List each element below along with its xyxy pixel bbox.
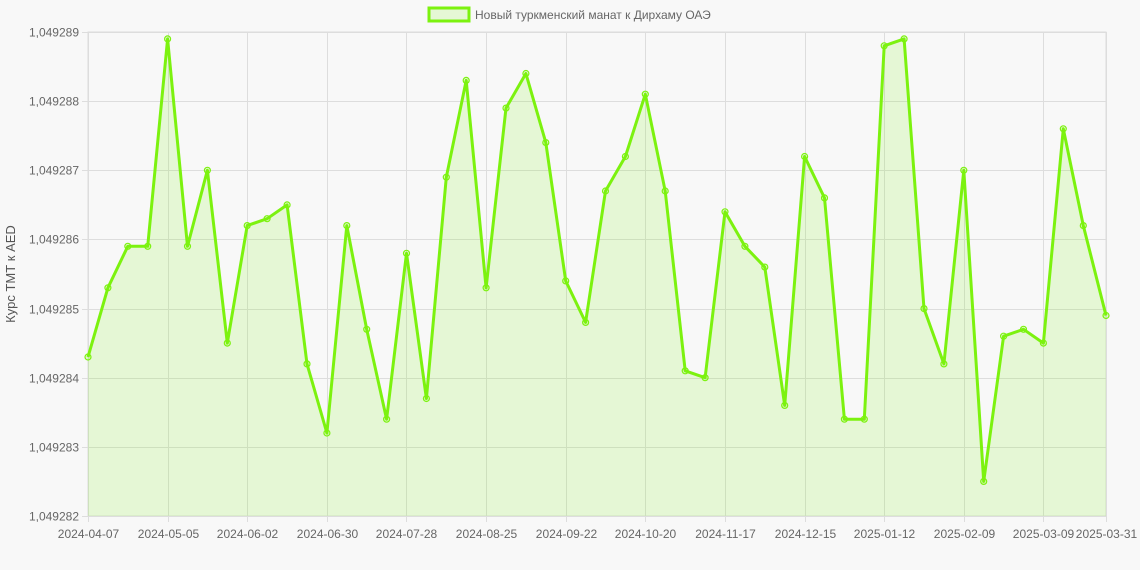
x-tick-label: 2024-09-22 xyxy=(536,527,598,541)
data-point[interactable] xyxy=(681,367,689,375)
data-point[interactable] xyxy=(402,249,411,257)
y-tick-label: 1,049283 xyxy=(29,441,79,455)
x-tick-label: 2025-01-12 xyxy=(854,527,916,541)
data-point[interactable] xyxy=(522,69,530,78)
x-tick-label: 2025-03-09 xyxy=(1013,527,1075,541)
data-point[interactable] xyxy=(741,242,749,250)
data-point[interactable] xyxy=(1059,125,1067,133)
x-tick-label: 2024-05-05 xyxy=(138,527,200,541)
data-point[interactable] xyxy=(880,42,888,50)
data-point[interactable] xyxy=(980,477,988,485)
data-point[interactable] xyxy=(820,194,829,202)
y-tick-label: 1,049288 xyxy=(29,95,79,109)
data-point[interactable] xyxy=(900,35,908,43)
data-point[interactable] xyxy=(661,187,669,195)
data-point[interactable] xyxy=(223,339,231,347)
x-tick-label: 2024-11-17 xyxy=(695,527,756,541)
data-point[interactable] xyxy=(940,360,948,368)
legend[interactable]: Новый туркменский манат к Дирхаму ОАЭ xyxy=(427,6,711,23)
y-axis-title: Курс ТМТ к AED xyxy=(3,225,18,323)
data-point[interactable] xyxy=(840,415,849,423)
y-tick-label: 1,049287 xyxy=(29,164,79,178)
x-tick-label: 2024-04-07 xyxy=(58,527,120,541)
data-point[interactable] xyxy=(323,429,331,437)
data-points xyxy=(84,35,1110,485)
x-tick-label: 2024-10-20 xyxy=(615,527,677,541)
data-point[interactable] xyxy=(462,76,470,85)
x-tick-label: 2025-03-31 xyxy=(1076,527,1138,541)
data-point[interactable] xyxy=(1079,222,1087,230)
data-point[interactable] xyxy=(601,187,610,195)
grid xyxy=(82,31,1107,522)
x-tick-label: 2024-06-02 xyxy=(217,527,279,541)
x-axis-ticks: 2024-04-07 2024-05-05 2024-06-02 2024-06-30… xyxy=(58,527,1138,541)
y-axis-ticks: 1,049282 1,049283 1,049284 1,049285 1,049286… xyxy=(29,26,79,524)
data-point[interactable] xyxy=(621,152,630,161)
y-tick-label: 1,049285 xyxy=(29,303,79,317)
data-point[interactable] xyxy=(303,360,311,368)
data-point[interactable] xyxy=(442,173,450,181)
data-point[interactable] xyxy=(343,222,351,230)
data-point[interactable] xyxy=(383,415,391,423)
data-point[interactable] xyxy=(84,353,92,361)
series-area xyxy=(88,38,1106,517)
x-tick-label: 2024-06-30 xyxy=(297,527,359,541)
data-point[interactable] xyxy=(641,90,649,98)
data-point[interactable] xyxy=(860,415,868,423)
series-line xyxy=(86,37,1108,483)
data-point[interactable] xyxy=(581,318,590,326)
data-point[interactable] xyxy=(203,166,211,174)
data-point[interactable] xyxy=(124,242,132,250)
data-point[interactable] xyxy=(1019,325,1028,333)
data-point[interactable] xyxy=(701,374,709,382)
y-tick-label: 1,049289 xyxy=(29,26,79,40)
data-point[interactable] xyxy=(502,104,510,112)
legend-swatch xyxy=(427,6,471,23)
y-tick-label: 1,049284 xyxy=(29,372,79,386)
x-tick-label: 2024-12-15 xyxy=(775,527,837,541)
data-point[interactable] xyxy=(164,35,172,43)
data-point[interactable] xyxy=(243,222,251,230)
y-tick-label: 1,049286 xyxy=(29,233,79,247)
data-point[interactable] xyxy=(144,242,152,250)
data-point[interactable] xyxy=(283,201,291,209)
data-point[interactable] xyxy=(800,152,809,161)
data-point[interactable] xyxy=(562,277,570,285)
data-point[interactable] xyxy=(263,215,271,223)
x-tick-label: 2025-02-09 xyxy=(934,527,996,541)
data-point[interactable] xyxy=(999,332,1008,340)
legend-label: Новый туркменский манат к Дирхаму ОАЭ xyxy=(475,8,711,22)
data-point[interactable] xyxy=(781,401,789,409)
data-point[interactable] xyxy=(1102,311,1110,320)
x-tick-label: 2024-07-28 xyxy=(376,527,438,541)
data-point[interactable] xyxy=(482,284,490,292)
data-point[interactable] xyxy=(104,284,112,292)
data-point[interactable] xyxy=(721,208,729,216)
data-point[interactable] xyxy=(183,242,192,250)
y-tick-label: 1,049282 xyxy=(29,510,79,524)
data-point[interactable] xyxy=(920,305,928,313)
x-tick-label: 2024-08-25 xyxy=(456,527,518,541)
data-point[interactable] xyxy=(761,263,769,271)
data-point[interactable] xyxy=(960,166,968,174)
data-point[interactable] xyxy=(363,325,371,333)
data-point[interactable] xyxy=(1039,339,1048,347)
data-point[interactable] xyxy=(542,139,550,147)
data-point[interactable] xyxy=(422,394,430,403)
